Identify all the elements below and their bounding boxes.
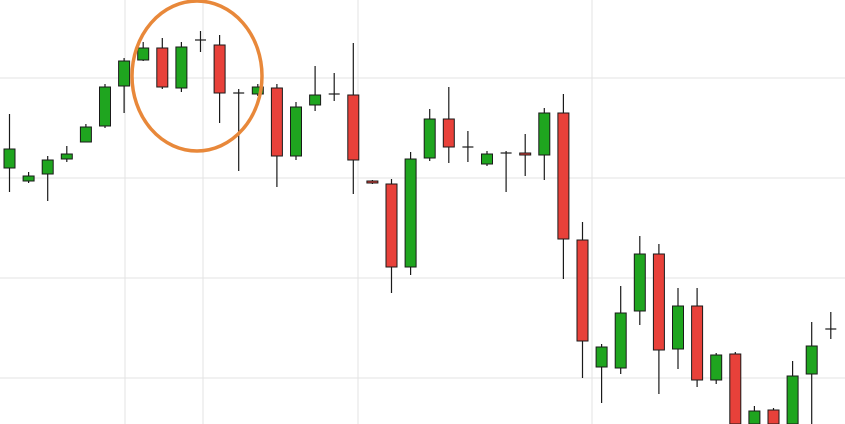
candle-body-bullish [79,126,92,143]
candle-34 [633,236,646,325]
candle-27 [500,151,512,192]
candle-9 [156,38,169,89]
candle-body-bullish [22,175,35,182]
candle-body-bearish [652,253,665,351]
candle-32 [595,344,608,403]
candle-41 [767,408,780,424]
candle-29 [538,108,551,180]
candle-2 [22,172,35,183]
candle-body-bullish [595,346,608,368]
candle-12 [213,35,226,123]
candle-body-bearish [576,239,589,342]
candle-body-bearish [156,47,169,88]
candle-26 [481,151,493,166]
candle-body-bullish [805,345,818,375]
candle-14 [251,84,264,96]
candle-body-bullish [786,375,799,424]
candle-body-bearish [767,409,780,424]
candle-body-bullish [175,46,188,89]
candle-35 [652,244,665,394]
candle-body-bearish [729,353,742,424]
candle-layer [3,31,837,424]
highlight-circle [130,0,264,153]
candle-body-bullish [710,354,723,381]
candle-44 [825,312,837,339]
candle-3 [41,156,54,201]
candle-28 [519,134,532,176]
candle-21 [385,179,398,293]
candle-body-bullish [404,158,417,268]
candle-body-bullish [309,94,322,106]
candle-body-bullish [614,312,627,369]
candle-body-bullish [41,159,54,175]
candle-body-bullish [423,118,436,159]
candle-16 [290,102,302,160]
candle-31 [576,222,589,378]
candle-body-bearish [691,305,704,381]
candle-1 [3,114,16,192]
candle-39 [729,352,742,424]
candle-43 [805,322,818,424]
candle-body-bullish [99,86,111,127]
candle-6 [99,84,111,128]
candle-23 [423,109,436,161]
candle-8 [137,42,150,61]
candle-body-bullish [3,148,16,169]
candle-15 [270,84,283,187]
candle-body-bearish [213,44,226,94]
candle-body-bearish [385,183,398,268]
candle-body-bullish [118,60,131,87]
candle-20 [366,180,379,184]
candle-36 [672,288,684,369]
candle-body-bullish [538,112,551,156]
candle-body-bullish [60,153,73,160]
candle-24 [442,87,455,163]
candle-33 [614,286,627,374]
candle-body-bullish [672,305,684,350]
candle-body-bearish [366,180,379,184]
candle-19 [347,43,360,194]
candle-body-bullish [290,106,302,157]
candle-body-bearish [442,118,455,148]
candle-5 [79,124,92,143]
candle-body-bullish [748,410,761,424]
candle-body-bearish [519,152,532,156]
candle-18 [328,73,340,101]
candle-body-bearish [557,112,570,240]
candle-40 [748,406,761,424]
candle-13 [233,89,245,171]
candle-body-bullish [137,47,150,61]
candle-body-bullish [481,153,493,165]
candle-body-bullish [251,86,264,95]
annotation-layer [130,0,264,153]
candle-38 [710,353,723,384]
candle-11 [195,31,206,52]
candle-25 [462,131,474,162]
candle-42 [786,361,799,424]
candle-body-bullish [633,253,646,312]
candle-17 [309,66,322,111]
candle-4 [60,146,73,162]
candle-30 [557,94,570,279]
candle-body-bearish [270,87,283,157]
candle-37 [691,288,704,387]
candle-7 [118,58,131,113]
candle-body-bearish [347,94,360,161]
candle-10 [175,42,188,92]
candle-22 [404,152,417,275]
